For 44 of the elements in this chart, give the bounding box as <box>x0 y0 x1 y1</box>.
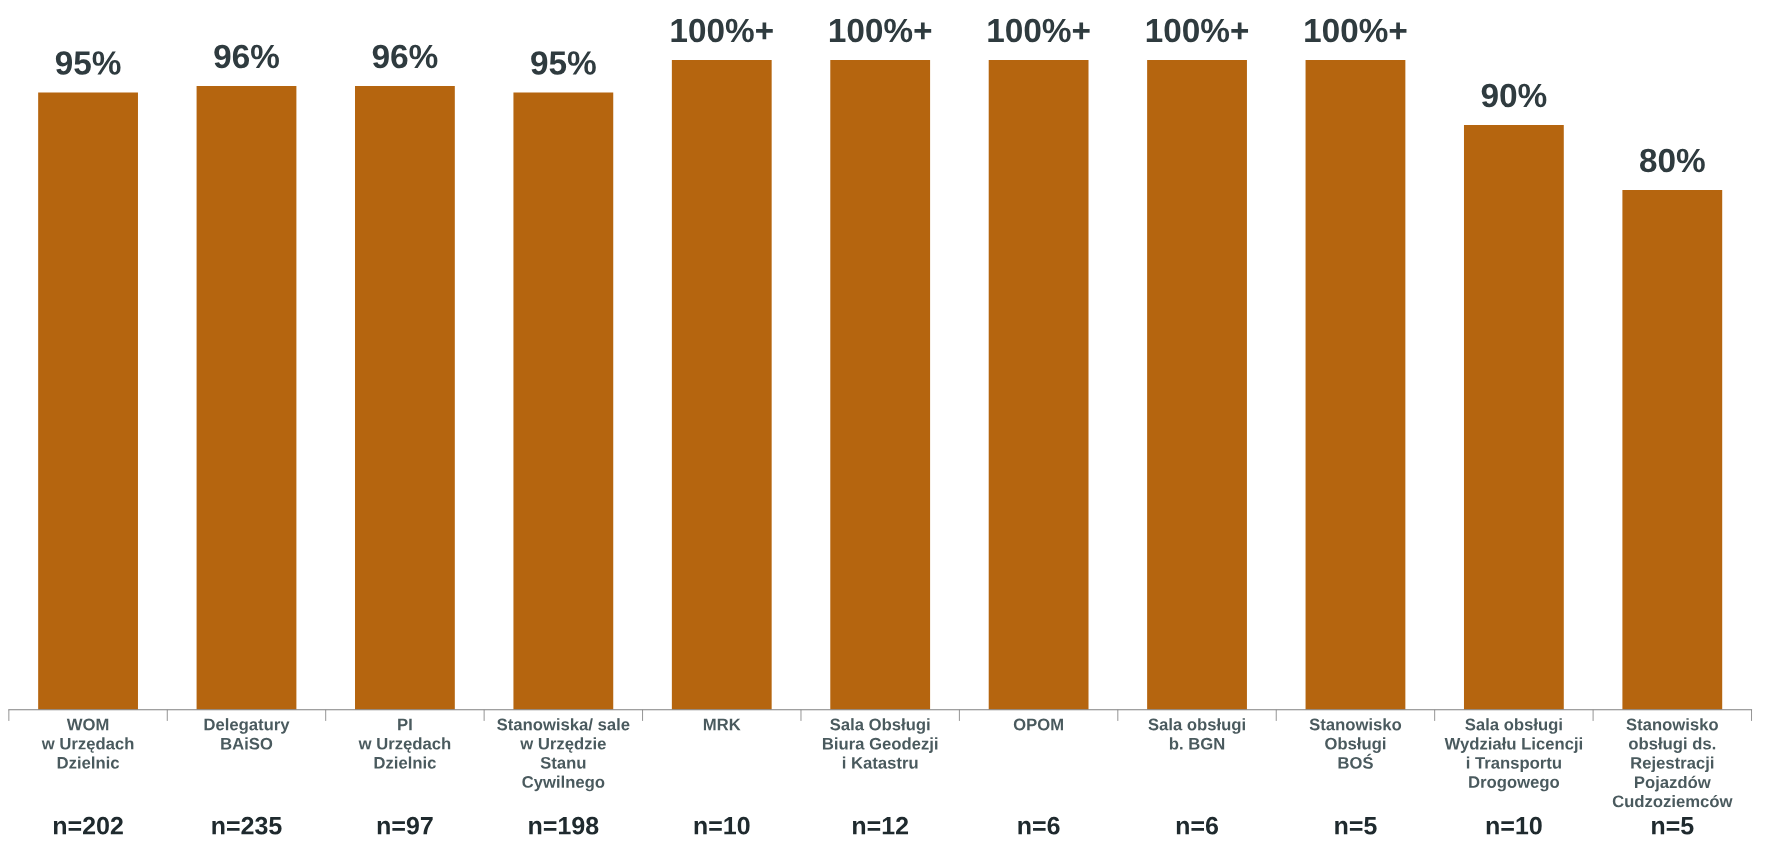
data-label: 96% <box>214 44 279 69</box>
bar <box>1463 124 1564 710</box>
x-tick-label: MRK <box>703 718 741 731</box>
bar <box>1622 189 1723 710</box>
text: n=235 <box>212 816 282 835</box>
data-label: 100%+ <box>1305 18 1407 43</box>
bar <box>830 59 931 710</box>
text: n=10 <box>694 816 750 835</box>
x-tick-label: Sala obsługi b. BGN <box>1148 718 1245 750</box>
x-tick-label: Stanowisko obsługi ds. Rejestracji Pojazdów Cudzoziemców <box>1612 718 1733 808</box>
text: n=5 <box>1652 817 1694 835</box>
bar <box>355 85 455 710</box>
data-label: 100%+ <box>988 18 1090 43</box>
data-label: 96% <box>372 44 438 69</box>
text: n=198 <box>529 816 599 835</box>
bar <box>38 92 138 710</box>
x-tick-label: Sala Obsługi Biura Geodezji i Katastru <box>822 718 938 769</box>
data-label: 95% <box>55 51 121 75</box>
data-label: 95% <box>531 51 596 75</box>
x-tick-label: PI w Urzędach Dzielnic <box>358 718 451 769</box>
bar <box>1305 59 1406 710</box>
x-tick-label: OPOM <box>1013 718 1063 731</box>
text: n=12 <box>853 816 909 835</box>
x-tick-label: Stanowiska/ sale w Urzędzie Stanu Cywilnego <box>497 718 630 792</box>
data-label: 100%+ <box>829 18 932 43</box>
data-label: 100%+ <box>1146 18 1249 43</box>
bar <box>988 59 1089 710</box>
bar <box>513 92 614 710</box>
data-label: 90% <box>1481 83 1547 108</box>
text: n=6 <box>1018 816 1060 835</box>
text: n=202 <box>53 816 123 835</box>
data-label: 80% <box>1640 148 1705 173</box>
x-tick-label: Sala obsługi Wydziału Licencji i Transportu Drogowego <box>1444 718 1583 792</box>
text: n=5 <box>1335 817 1377 835</box>
bar <box>1147 59 1247 710</box>
x-tick-label: WOM w Urzędach Dzielnic <box>41 718 134 769</box>
data-label: 100%+ <box>671 18 773 43</box>
text: n=6 <box>1176 816 1219 835</box>
text: n=97 <box>377 816 433 835</box>
x-tick-label: Delegatury BAiSO <box>204 718 290 750</box>
x-tick-label: Stanowisko Obsługi BOŚ <box>1309 718 1402 769</box>
bar <box>196 85 297 710</box>
text: n=10 <box>1486 816 1542 835</box>
bar <box>671 59 772 710</box>
